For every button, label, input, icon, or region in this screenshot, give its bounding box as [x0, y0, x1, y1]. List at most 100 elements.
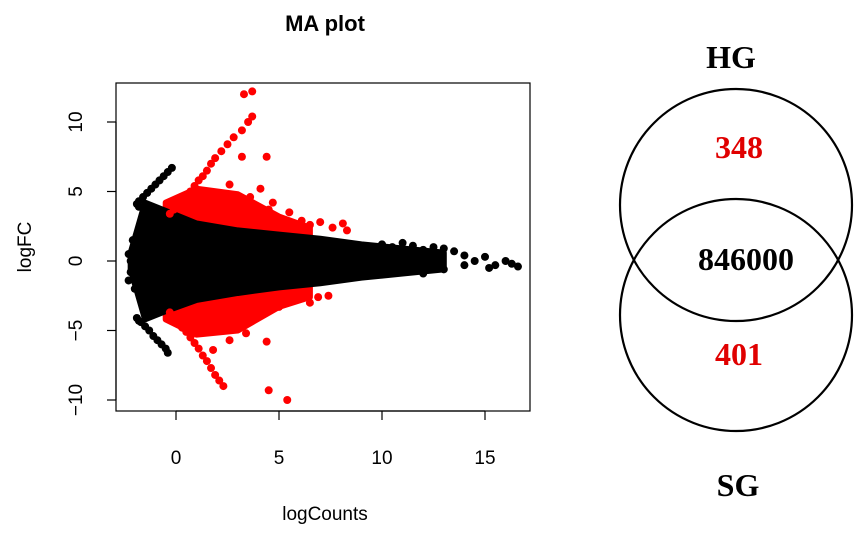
point [415, 258, 424, 267]
point [378, 240, 386, 249]
point [392, 252, 401, 261]
point [460, 261, 469, 270]
point-significant [211, 154, 220, 163]
point-significant [338, 219, 347, 228]
point-significant [285, 208, 294, 217]
point [435, 254, 444, 263]
x-axis: 0 5 10 15 [171, 410, 496, 469]
point-significant [297, 294, 306, 303]
venn-label-hg: HG [706, 39, 756, 75]
venn-label-sg: SG [717, 467, 760, 503]
x-tick-label: 10 [371, 448, 392, 469]
point-significant [198, 172, 207, 181]
point-significant [275, 213, 283, 222]
point [429, 243, 438, 252]
point [439, 265, 448, 274]
point-significant [190, 181, 199, 190]
point-significant [202, 166, 211, 175]
point-significant [283, 396, 292, 404]
point [408, 241, 417, 250]
point-significant [169, 312, 178, 321]
x-axis-label: logCounts [282, 504, 368, 525]
point [163, 348, 172, 357]
point-significant [237, 152, 246, 161]
point-significant [268, 198, 277, 207]
point [398, 266, 407, 275]
point [128, 236, 137, 245]
chart-title: MA plot [285, 11, 365, 36]
y-tick-label: 0 [66, 256, 87, 267]
point-significant [174, 201, 183, 210]
point-significant [190, 339, 199, 348]
point [388, 243, 397, 252]
point-significant [316, 218, 325, 227]
point-significant [207, 159, 216, 168]
point-significant [198, 351, 207, 360]
point [419, 245, 428, 254]
x-tick-label: 5 [274, 448, 285, 469]
point [124, 250, 133, 259]
point-significant [248, 87, 257, 96]
point [134, 316, 143, 325]
y-tick-label: 10 [66, 111, 87, 132]
point-significant [250, 307, 259, 316]
point [126, 268, 135, 277]
point-significant [186, 333, 195, 342]
point [507, 259, 516, 268]
point [367, 244, 376, 253]
point-significant [209, 345, 218, 354]
point-significant [244, 118, 253, 126]
venn-diagram: HG SG 348 846000 401 [618, 39, 854, 503]
x-tick-label: 15 [474, 448, 495, 469]
point [132, 200, 141, 209]
point [126, 257, 135, 265]
venn-count-hg-only: 348 [715, 129, 763, 165]
venn-count-both: 846000 [698, 241, 794, 277]
point [141, 293, 150, 302]
point [485, 263, 494, 272]
point [167, 163, 176, 172]
point [450, 247, 459, 256]
point [134, 227, 143, 236]
point [145, 326, 154, 335]
point-significant [291, 223, 300, 232]
point [357, 268, 366, 277]
point [367, 265, 376, 274]
point-significant [223, 140, 232, 149]
point-significant [246, 193, 255, 202]
point-significant [207, 364, 216, 373]
point-significant [256, 184, 265, 193]
points [124, 87, 522, 404]
plot-area [115, 82, 531, 412]
y-axis: −10 −5 0 5 10 [66, 111, 117, 416]
point-significant [217, 147, 226, 156]
point-significant [229, 133, 238, 142]
point [124, 276, 133, 285]
point-significant [237, 320, 246, 329]
point-cloud [127, 185, 447, 338]
point-significant [219, 382, 228, 391]
point-significant [225, 336, 234, 345]
point-significant [198, 315, 207, 324]
point [130, 284, 139, 293]
point-significant [225, 320, 234, 329]
point-significant [207, 307, 216, 316]
point-significant [305, 220, 314, 229]
point-significant [186, 187, 195, 196]
point [382, 263, 391, 272]
point-significant [287, 297, 296, 306]
y-axis-label: logFC [15, 222, 36, 273]
point-significant [215, 376, 224, 385]
venn-count-sg-only: 401 [715, 336, 763, 372]
point-significant [225, 180, 234, 189]
point-significant [314, 293, 323, 302]
point-significant [237, 197, 246, 206]
point [470, 257, 479, 265]
point-significant [242, 329, 251, 338]
point [513, 262, 522, 271]
point-significant [264, 205, 273, 214]
point [353, 259, 362, 268]
point-significant [342, 226, 351, 235]
point-significant [194, 344, 203, 353]
